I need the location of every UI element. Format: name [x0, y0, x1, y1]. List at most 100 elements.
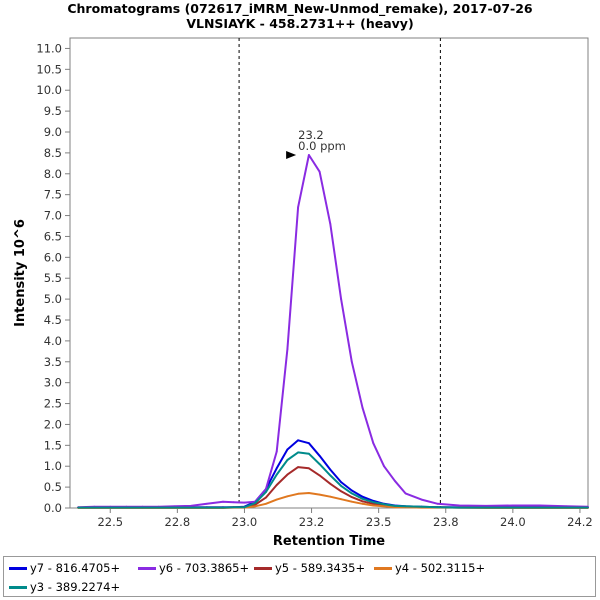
data-point-y6 [538, 504, 541, 507]
data-point-y3 [329, 474, 332, 477]
data-point-y3 [243, 506, 246, 509]
peak-annotation: 23.2 0.0 ppm [286, 128, 346, 159]
data-point-y6 [243, 501, 246, 504]
y-tick-label: 1.0 [44, 459, 62, 473]
chart-canvas: Chromatograms (072617_iMRM_New-Unmod_rem… [13, 1, 593, 549]
y-tick-label: 0.0 [44, 501, 62, 515]
data-point-y3 [361, 497, 364, 500]
x-tick-label: 24.0 [500, 515, 526, 529]
y-tick-label: 4.0 [44, 334, 62, 348]
data-point-y3 [141, 506, 144, 509]
data-point-y3 [420, 505, 423, 508]
data-point-y3 [265, 491, 267, 493]
data-point-y3 [275, 473, 278, 476]
data-point-y4 [361, 502, 364, 505]
y-tick-label: 2.5 [44, 397, 62, 411]
data-point-y4 [254, 505, 257, 508]
data-point-y6 [232, 501, 235, 504]
data-point-y7 [350, 489, 353, 492]
data-point-y3 [485, 506, 487, 509]
y-tick-label: 0.5 [44, 480, 62, 494]
data-point-y7 [308, 442, 310, 445]
data-point-y6 [222, 500, 224, 503]
y-axis: 0.0 0.5 1.0 1.5 2.0 2.5 3.0 3.5 4.0 4.5 5.0 5.5 6.0 6… [36, 41, 70, 515]
data-point-y3 [173, 506, 176, 509]
legend-swatch [254, 566, 272, 570]
y-tick-label: 9.5 [44, 104, 62, 118]
data-point-y7 [318, 454, 321, 457]
peak-ppm-label: 0.0 ppm [298, 139, 346, 153]
y-tick-label: 7.0 [44, 209, 62, 223]
data-point-y6 [318, 170, 321, 173]
data-point-y3 [222, 506, 224, 509]
data-point-y3 [286, 459, 289, 461]
series-lines [77, 154, 589, 509]
data-point-y7 [340, 481, 342, 483]
x-tick-label: 23.2 [299, 515, 325, 529]
x-axis-label: Retention Time [273, 534, 385, 549]
data-point-y6 [308, 154, 310, 156]
y-tick-label: 8.5 [44, 146, 62, 160]
data-point-y3 [587, 506, 589, 509]
data-point-y6 [206, 502, 208, 505]
data-point-y3 [232, 506, 235, 509]
data-point-y6 [275, 450, 278, 453]
data-point-y5 [329, 482, 332, 485]
data-point-y4 [275, 498, 278, 501]
data-point-y4 [297, 492, 299, 495]
x-tick-label: 24.2 [567, 515, 593, 529]
data-point-y3 [93, 506, 96, 509]
data-point-y6 [511, 504, 514, 507]
y-tick-label: 6.5 [44, 229, 62, 243]
data-point-y3 [297, 451, 299, 454]
data-point-y6 [393, 479, 396, 482]
y-tick-label: 4.5 [44, 313, 62, 327]
data-point-y6 [436, 502, 439, 505]
chart-subtitle: VLNSIAYK - 458.2731++ (heavy) [186, 16, 413, 31]
legend-label: y3 - 389.2274+ [30, 580, 121, 594]
data-point-y3 [383, 503, 385, 506]
data-point-y4 [372, 504, 375, 507]
data-point-y3 [436, 506, 439, 509]
data-point-y4 [318, 493, 321, 496]
legend-item: y4 - 502.3115+ [374, 559, 485, 577]
y-tick-label: 7.5 [44, 188, 62, 202]
data-point-y4 [340, 498, 342, 501]
x-tick-label: 22.8 [165, 515, 191, 529]
data-point-y5 [265, 496, 267, 499]
data-point-y6 [329, 223, 332, 225]
y-tick-label: 9.0 [44, 125, 62, 139]
y-tick-label: 8.0 [44, 167, 62, 181]
data-point-y6 [485, 505, 487, 507]
data-point-y7 [286, 448, 289, 451]
y-tick-label: 3.0 [44, 376, 62, 390]
data-point-y4 [383, 505, 385, 508]
legend-swatch [9, 566, 27, 570]
x-tick-label: 23.8 [433, 515, 459, 529]
y-tick-label: 6.0 [44, 250, 62, 264]
data-point-y6 [404, 492, 407, 495]
legend-item: y7 - 816.4705+ [9, 559, 120, 577]
data-point-y4 [286, 495, 289, 498]
data-point-y3 [404, 505, 407, 508]
data-point-y3 [189, 506, 192, 509]
series-line-y3 [78, 451, 588, 509]
chart-title: Chromatograms (072617_iMRM_New-Unmod_rem… [67, 1, 533, 17]
data-point-y6 [361, 406, 364, 409]
legend-label: y6 - 703.3865+ [159, 561, 250, 575]
legend-item: y3 - 389.2274+ [9, 578, 120, 596]
y-tick-label: 10.0 [36, 83, 62, 97]
data-point-y4 [308, 492, 310, 494]
data-point-y6 [340, 298, 342, 300]
data-point-y3 [254, 502, 257, 504]
data-point-y7 [275, 467, 278, 470]
plot-area [69, 37, 589, 509]
data-point-y7 [361, 495, 364, 498]
data-point-y7 [329, 468, 332, 471]
data-point-y6 [372, 442, 375, 445]
data-point-y3 [511, 506, 514, 509]
y-tick-label: 2.0 [44, 417, 62, 431]
data-point-y4 [265, 502, 267, 505]
data-point-y6 [383, 465, 385, 468]
y-tick-label: 1.5 [44, 438, 62, 452]
